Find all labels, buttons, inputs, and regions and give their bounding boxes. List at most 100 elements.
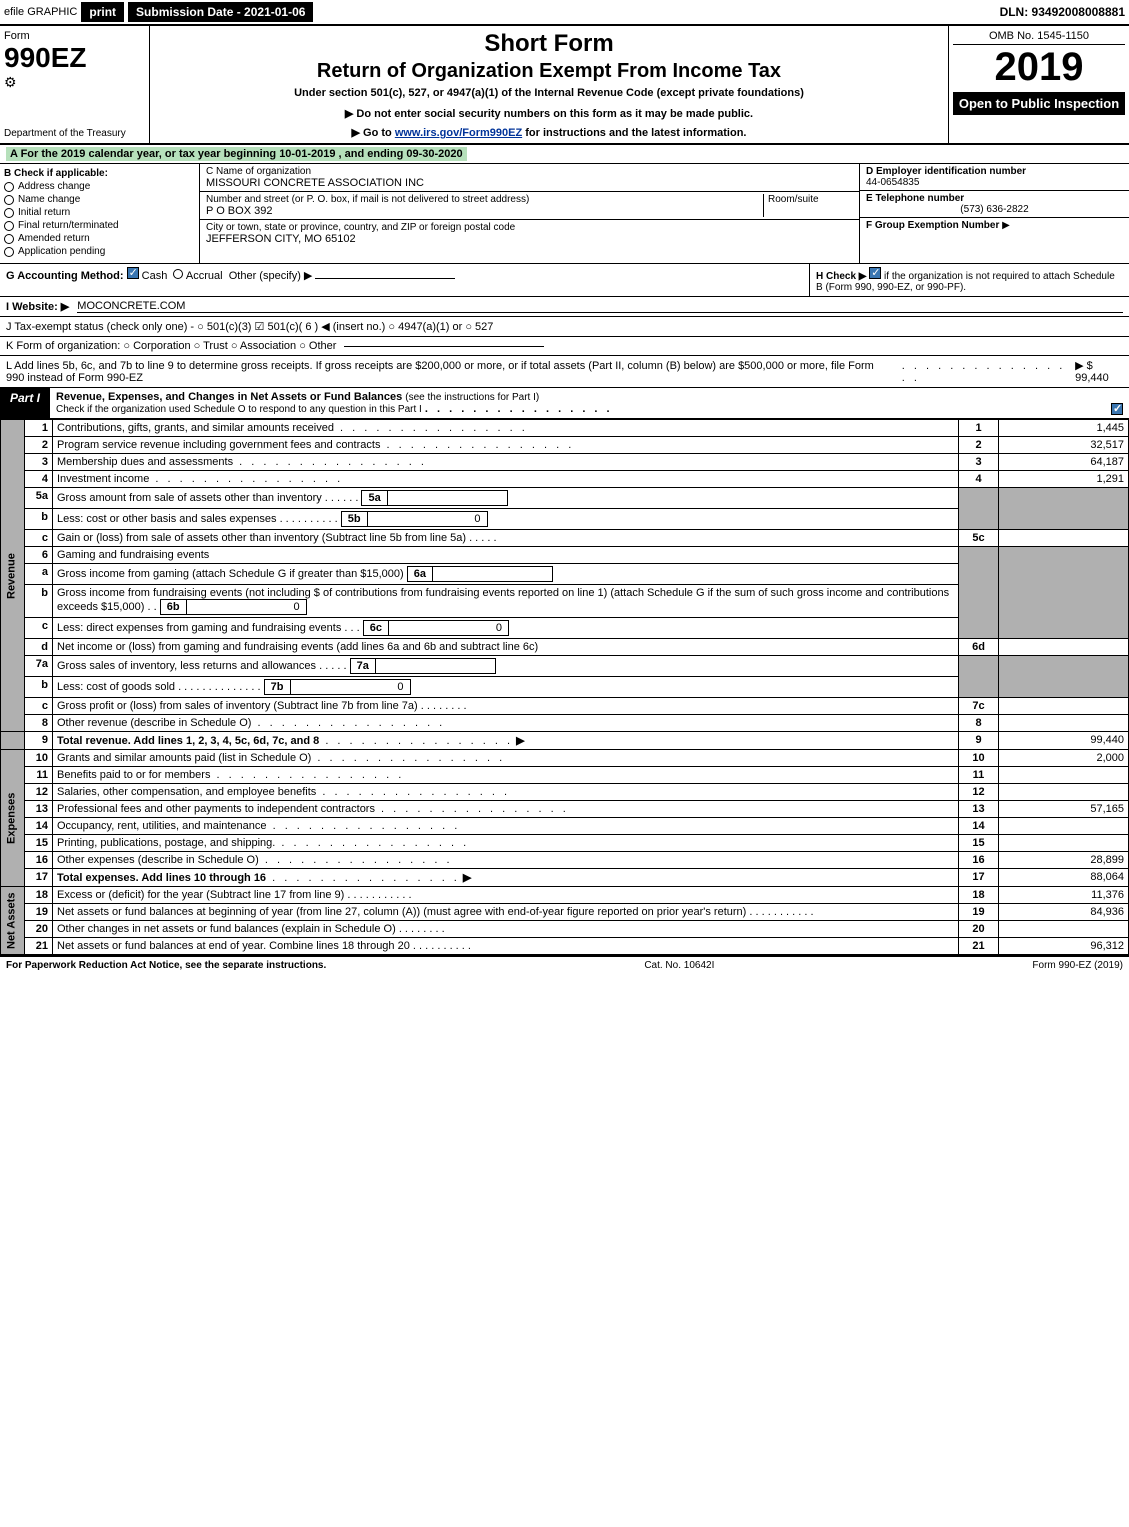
l5ab-grey [959, 488, 999, 530]
chk-address-change[interactable] [4, 182, 14, 192]
l16-ln: 16 [959, 852, 999, 869]
chk-cash[interactable] [127, 267, 139, 279]
irs-seal-icon: ⚙ [4, 74, 145, 91]
row-l: L Add lines 5b, 6c, and 7b to line 9 to … [0, 356, 1129, 388]
l1-dots [334, 422, 528, 434]
page-footer: For Paperwork Reduction Act Notice, see … [0, 955, 1129, 974]
l2-dots [380, 439, 574, 451]
note-goto-post: for instructions and the latest informat… [525, 127, 746, 139]
part1-lines-table: Revenue 1 Contributions, gifts, grants, … [0, 419, 1129, 955]
l6d-val [999, 639, 1129, 656]
chk-schedule-o[interactable] [1111, 403, 1123, 415]
l8-dots [251, 717, 445, 729]
l3-num: 3 [25, 454, 53, 471]
l13-num: 13 [25, 801, 53, 818]
irs-link[interactable]: www.irs.gov/Form990EZ [395, 127, 522, 139]
section-c: C Name of organization MISSOURI CONCRETE… [200, 164, 859, 263]
l19-ln: 19 [959, 904, 999, 921]
org-info-block: B Check if applicable: Address change Na… [0, 164, 1129, 264]
l10-ln: 10 [959, 750, 999, 767]
l7c-ln: 7c [959, 698, 999, 715]
l12-desc: Salaries, other compensation, and employ… [57, 786, 316, 798]
row-a-tax-year: A For the 2019 calendar year, or tax yea… [0, 145, 1129, 164]
l17-desc: Total expenses. Add lines 10 through 16 [57, 872, 266, 884]
l8-desc: Other revenue (describe in Schedule O) [57, 717, 251, 729]
chk-accrual-label: Accrual [186, 270, 223, 282]
l4-ln: 4 [959, 471, 999, 488]
l15-val [999, 835, 1129, 852]
l17-val: 88,064 [999, 869, 1129, 887]
l7b-bv: 0 [291, 679, 411, 695]
chk-final-return[interactable] [4, 221, 14, 231]
l18-desc: Excess or (deficit) for the year (Subtra… [57, 889, 344, 901]
l6a-bv [433, 566, 553, 582]
l12-val [999, 784, 1129, 801]
chk-amended-return-label: Amended return [18, 233, 90, 244]
sidelabel-rev-end [1, 732, 25, 750]
group-arrow-icon: ▶ [1002, 220, 1010, 231]
row-a-text: A For the 2019 calendar year, or tax yea… [6, 147, 467, 161]
l5a-bv [388, 490, 508, 506]
l7c-num: c [25, 698, 53, 715]
chk-initial-return[interactable] [4, 208, 14, 218]
submission-date: Submission Date - 2021-01-06 [128, 2, 313, 22]
chk-accrual[interactable] [173, 269, 183, 279]
l1-ln: 1 [959, 420, 999, 437]
print-button[interactable]: print [81, 2, 124, 22]
chk-name-change-label: Name change [18, 194, 80, 205]
l5c-ln: 5c [959, 530, 999, 547]
department: Department of the Treasury [4, 128, 145, 139]
l17-ln: 17 [959, 869, 999, 887]
efile-label: efile GRAPHIC [4, 6, 77, 18]
city-value: JEFFERSON CITY, MO 65102 [206, 233, 853, 245]
arrow-l17-icon: ▶ [463, 872, 471, 884]
topbar: efile GRAPHIC print Submission Date - 20… [0, 0, 1129, 26]
note-ssn: ▶ Do not enter social security numbers o… [158, 107, 940, 120]
l12-num: 12 [25, 784, 53, 801]
l5b-desc: Less: cost or other basis and sales expe… [57, 513, 277, 525]
chk-name-change[interactable] [4, 195, 14, 205]
l6c-num: c [25, 618, 53, 639]
l10-num: 10 [25, 750, 53, 767]
l7a-num: 7a [25, 656, 53, 677]
l6b-bn: 6b [160, 599, 187, 615]
l9-dots [319, 735, 513, 747]
l7c-desc: Gross profit or (loss) from sales of inv… [57, 700, 418, 712]
l19-desc: Net assets or fund balances at beginning… [57, 906, 746, 918]
l9-ln: 9 [959, 732, 999, 750]
l6b-num: b [25, 585, 53, 618]
row-i: I Website: ▶ MOCONCRETE.COM [0, 297, 1129, 317]
l18-ln: 18 [959, 887, 999, 904]
form-number: 990EZ [4, 42, 145, 74]
dots-l [902, 360, 1067, 384]
other-org-input[interactable] [344, 346, 544, 347]
chk-other-label: Other (specify) ▶ [229, 270, 313, 282]
ein-label: D Employer identification number [866, 166, 1123, 177]
l2-ln: 2 [959, 437, 999, 454]
section-l-amount: ▶ $ 99,440 [1075, 359, 1123, 384]
l7ab-grey [959, 656, 999, 698]
section-def: D Employer identification number 44-0654… [859, 164, 1129, 263]
l6-desc: Gaming and fundraising events [53, 547, 959, 564]
chk-schedule-b[interactable] [869, 267, 881, 279]
chk-amended-return[interactable] [4, 234, 14, 244]
l13-desc: Professional fees and other payments to … [57, 803, 375, 815]
l5a-num: 5a [25, 488, 53, 509]
l6d-ln: 6d [959, 639, 999, 656]
l6d-num: d [25, 639, 53, 656]
part1-instr: (see the instructions for Part I) [405, 392, 539, 403]
l17-num: 17 [25, 869, 53, 887]
l6a-num: a [25, 564, 53, 585]
l15-desc: Printing, publications, postage, and shi… [57, 837, 275, 849]
form-label: Form [4, 30, 145, 42]
chk-application-pending[interactable] [4, 247, 14, 257]
l14-ln: 14 [959, 818, 999, 835]
l20-ln: 20 [959, 921, 999, 938]
l8-val [999, 715, 1129, 732]
l13-val: 57,165 [999, 801, 1129, 818]
arrow-l9-icon: ▶ [516, 735, 524, 747]
other-specify-input[interactable] [315, 278, 455, 279]
l14-num: 14 [25, 818, 53, 835]
l5ab-greyv [999, 488, 1129, 530]
l9-num: 9 [25, 732, 53, 750]
